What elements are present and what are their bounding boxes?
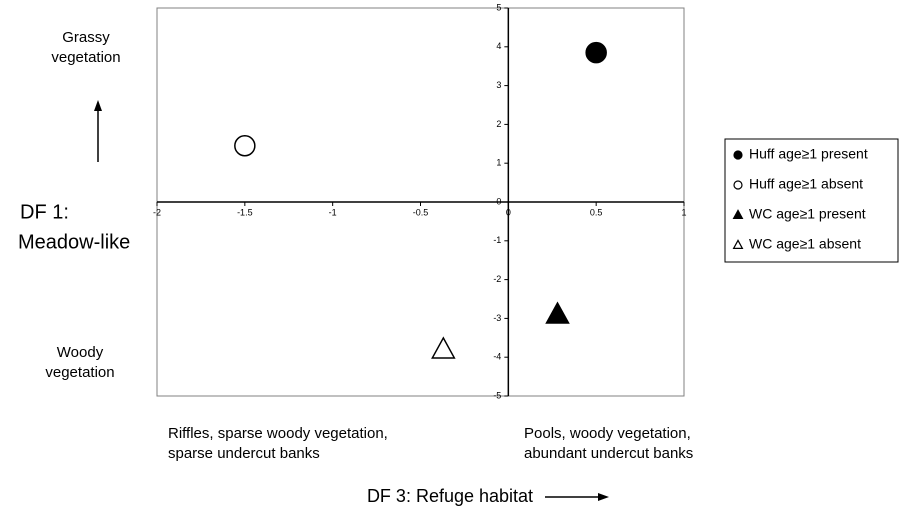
marker: [431, 336, 456, 359]
legend-box: [724, 138, 899, 263]
x-tick-label: -2: [153, 207, 161, 217]
x-tick-label: 1: [681, 207, 686, 217]
annotation: Riffles, sparse woody vegetation,: [168, 425, 388, 442]
marker: [732, 209, 744, 219]
marker: [732, 239, 744, 249]
marker: [545, 301, 570, 324]
x-tick-label: 0: [506, 207, 511, 217]
y-axis-label: Meadow-like: [18, 231, 130, 253]
legend-label: Huff age≥1 present: [749, 146, 868, 162]
x-axis-label: DF 3: Refuge habitat: [367, 486, 533, 506]
legend-label: Huff age≥1 absent: [749, 176, 863, 192]
arrow-head: [94, 100, 102, 111]
y-tick-label: -3: [493, 313, 501, 323]
annotation: sparse undercut banks: [168, 445, 320, 462]
x-tick-label: -1.5: [237, 207, 253, 217]
x-tick-label: -0.5: [413, 207, 429, 217]
y-tick-label: 0: [496, 196, 501, 206]
annotation: Grassy: [62, 29, 110, 46]
y-tick-label: 5: [496, 2, 501, 12]
marker: [234, 134, 256, 157]
marker: [733, 150, 743, 160]
x-tick-label: 0.5: [590, 207, 603, 217]
y-tick-label: 3: [496, 80, 501, 90]
annotation: Woody: [57, 344, 104, 361]
annotation: Pools, woody vegetation,: [524, 425, 691, 442]
legend-label: WC age≥1 absent: [749, 236, 861, 252]
y-tick-label: 1: [496, 158, 501, 168]
y-axis-label: DF 1:: [20, 201, 69, 223]
annotation: vegetation: [45, 364, 114, 381]
y-tick-label: -1: [493, 235, 501, 245]
y-tick-label: -4: [493, 352, 501, 362]
marker: [585, 41, 607, 64]
annotation: vegetation: [51, 49, 120, 66]
marker: [733, 180, 743, 190]
y-tick-label: -5: [493, 390, 501, 400]
arrow-head: [598, 493, 609, 501]
legend-label: WC age≥1 present: [749, 206, 866, 222]
y-tick-label: -2: [493, 274, 501, 284]
y-tick-label: 2: [496, 119, 501, 129]
y-tick-label: 4: [496, 41, 501, 51]
annotation: abundant undercut banks: [524, 445, 693, 462]
x-tick-label: -1: [329, 207, 337, 217]
